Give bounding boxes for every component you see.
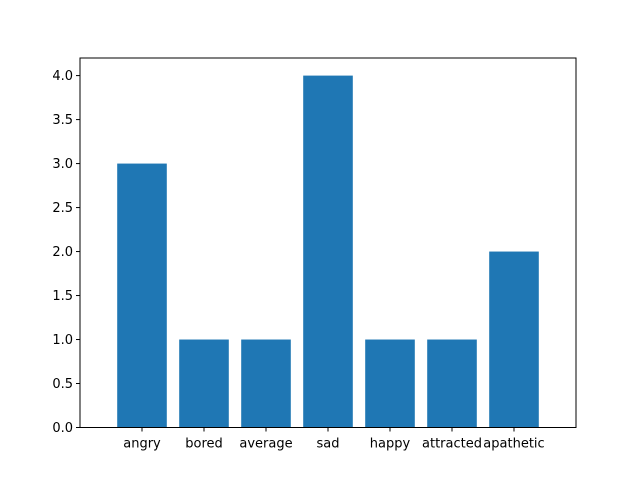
bar-average [241, 339, 291, 428]
y-axis: 0.0 0.5 1.0 1.5 2.0 2.5 3.0 3.5 4.0 [52, 69, 80, 436]
y-tick-label: 4.0 [52, 69, 73, 84]
x-tick-label-sad: sad [317, 437, 340, 452]
bar-attracted [427, 339, 477, 428]
y-tick-label: 1.5 [52, 289, 73, 304]
bar-sad [303, 75, 353, 428]
y-tick-label: 0.0 [52, 421, 73, 436]
plot-frame [79, 57, 577, 428]
y-tick-label: 3.0 [52, 157, 73, 172]
bar-angry [117, 163, 167, 428]
bar-bored [179, 339, 229, 428]
bars [117, 75, 539, 428]
x-tick-label-apathetic: apathetic [483, 437, 544, 452]
x-tick-label-happy: happy [370, 437, 411, 452]
y-tick-label: 3.5 [52, 113, 73, 128]
y-tick-label: 0.5 [52, 377, 73, 392]
y-tick-label: 2.0 [52, 245, 73, 260]
x-tick-label-bored: bored [185, 437, 223, 452]
bar-apathetic [489, 251, 539, 428]
x-tick-label-average: average [239, 437, 292, 452]
y-tick-label: 1.0 [52, 333, 73, 348]
x-axis: angry bored average sad happy attracted apathe… [123, 427, 545, 452]
bar-happy [365, 339, 415, 428]
y-tick-label: 2.5 [52, 201, 73, 216]
x-tick-label-angry: angry [123, 437, 161, 452]
x-tick-label-attracted: attracted [422, 437, 482, 452]
